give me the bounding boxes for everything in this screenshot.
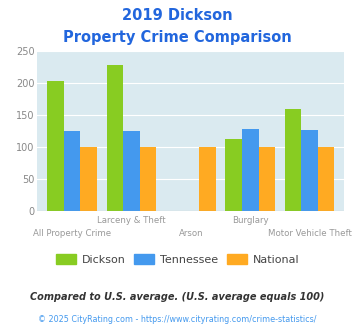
Text: © 2025 CityRating.com - https://www.cityrating.com/crime-statistics/: © 2025 CityRating.com - https://www.city… (38, 315, 317, 324)
Text: Arson: Arson (179, 229, 203, 238)
Bar (318, 147, 334, 211)
Text: Property Crime Comparison: Property Crime Comparison (63, 30, 292, 45)
Bar (199, 147, 215, 211)
Bar (225, 139, 242, 211)
Text: All Property Crime: All Property Crime (33, 229, 111, 238)
Bar (64, 131, 80, 211)
Bar (106, 65, 123, 211)
Text: Larceny & Theft: Larceny & Theft (97, 216, 166, 225)
Bar (242, 129, 258, 211)
Text: Motor Vehicle Theft: Motor Vehicle Theft (268, 229, 351, 238)
Text: Burglary: Burglary (232, 216, 269, 225)
Legend: Dickson, Tennessee, National: Dickson, Tennessee, National (51, 250, 304, 269)
Bar (140, 147, 156, 211)
Bar (285, 109, 301, 211)
Bar (123, 131, 140, 211)
Bar (301, 130, 318, 211)
Text: 2019 Dickson: 2019 Dickson (122, 8, 233, 23)
Bar (47, 81, 64, 211)
Text: Compared to U.S. average. (U.S. average equals 100): Compared to U.S. average. (U.S. average … (30, 292, 325, 302)
Bar (80, 147, 97, 211)
Bar (258, 147, 275, 211)
